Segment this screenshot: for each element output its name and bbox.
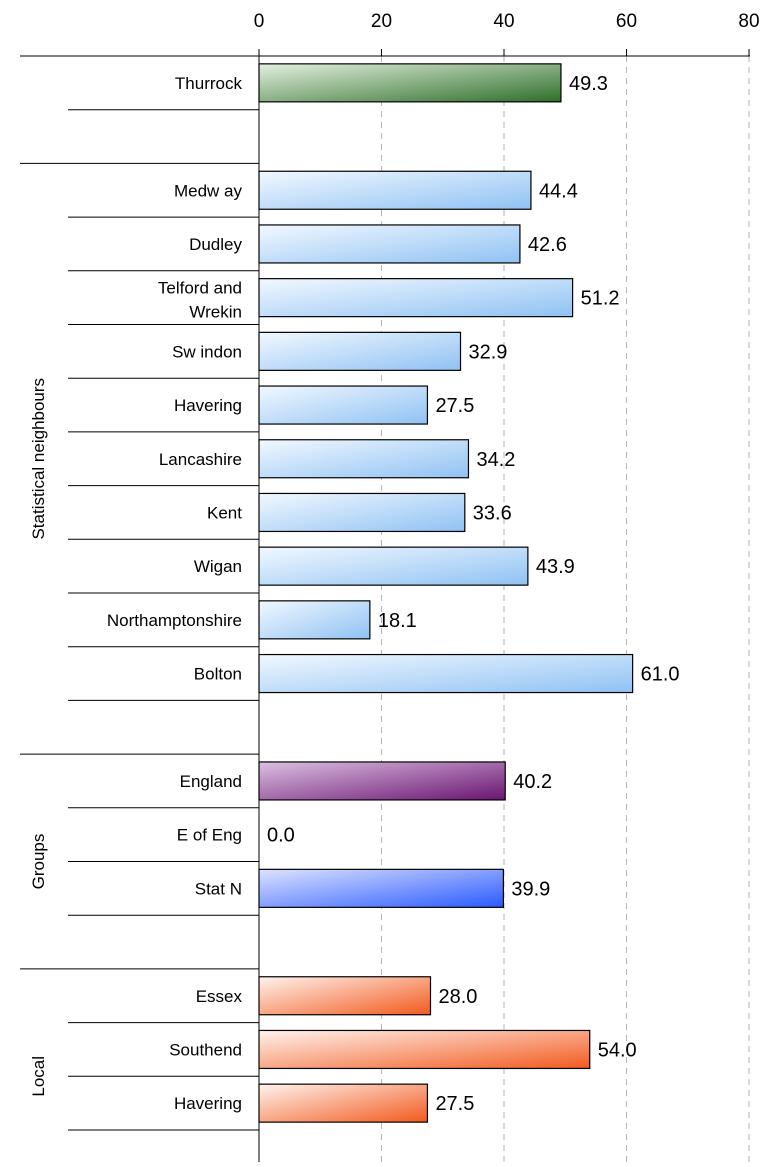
x-tick-label: 40	[493, 11, 514, 32]
value-label: 39.9	[511, 878, 550, 900]
value-label: 27.5	[435, 395, 474, 417]
bar-bolton	[258, 653, 634, 694]
value-label: 18.1	[378, 610, 417, 632]
x-tick-label: 0	[254, 11, 265, 32]
value-label: 43.9	[536, 556, 575, 578]
category-label: Stat N	[195, 879, 242, 898]
category-label: Telford and Wrekin	[158, 279, 242, 322]
bar-kent	[258, 492, 466, 533]
bar-england	[258, 761, 506, 801]
grid-lines	[381, 56, 750, 1162]
category-label: Kent	[207, 503, 242, 522]
value-label: 61.0	[641, 664, 680, 686]
bar-sw-indon	[258, 331, 462, 371]
value-label: 27.5	[435, 1093, 474, 1115]
bar-lancashire	[258, 439, 470, 479]
bar-telford-and-wrekin	[258, 278, 574, 318]
value-label: 51.2	[581, 288, 620, 310]
bar-medw-ay	[258, 170, 532, 210]
group-labels: Statistical neighbours Groups Local	[29, 378, 48, 1097]
category-label: Dudley	[189, 235, 242, 254]
value-label: 33.6	[473, 502, 512, 524]
category-labels: Thurrock Medw ay Dudley Telford and Wrekin Sw…	[107, 74, 243, 1113]
x-axis-ticks: 0 20 40 60 80	[254, 11, 760, 56]
category-label: England	[180, 772, 242, 791]
bar-havering	[258, 1083, 429, 1123]
bars	[258, 63, 634, 1123]
category-separators	[20, 55, 750, 1131]
value-label: 34.2	[476, 449, 515, 471]
x-tick-label: 80	[738, 11, 759, 32]
bar-havering	[258, 385, 429, 425]
bar-northamptonshire	[258, 600, 371, 640]
value-label: 44.4	[539, 180, 578, 202]
group-label: Groups	[29, 834, 48, 890]
category-label: Southend	[169, 1040, 242, 1059]
value-label: 40.2	[513, 771, 552, 793]
category-label: Havering	[174, 1094, 242, 1113]
value-labels: 49.3 44.4 42.6 51.2 32.9 27.5 34.2 33.6 43.9 18.1…	[267, 73, 680, 1115]
x-tick-label: 60	[616, 11, 637, 32]
category-label: Bolton	[194, 665, 242, 684]
group-label: Local	[29, 1056, 48, 1097]
bar-southend	[258, 1029, 591, 1070]
category-label: Northamptonshire	[107, 611, 242, 630]
category-label: Wigan	[194, 557, 242, 576]
value-label: 42.6	[528, 234, 567, 256]
bar-wigan	[258, 546, 529, 586]
value-label: 0.0	[267, 825, 295, 847]
value-label: 54.0	[598, 1039, 637, 1061]
value-label: 49.3	[569, 73, 608, 95]
bar-dudley	[258, 224, 521, 264]
value-label: 28.0	[439, 986, 478, 1008]
category-label: E of Eng	[177, 826, 242, 845]
bar-stat-n	[258, 868, 504, 908]
category-label: Havering	[174, 396, 242, 415]
bar-essex	[258, 976, 432, 1016]
category-label: Lancashire	[159, 450, 242, 469]
category-label: Essex	[196, 987, 243, 1006]
bar-thurrock	[258, 63, 562, 103]
category-label: Medw ay	[174, 181, 243, 200]
category-label: Sw indon	[172, 342, 242, 361]
x-tick-label: 20	[371, 11, 392, 32]
value-label: 32.9	[469, 341, 508, 363]
group-label: Statistical neighbours	[29, 378, 48, 540]
category-label: Thurrock	[175, 74, 243, 93]
